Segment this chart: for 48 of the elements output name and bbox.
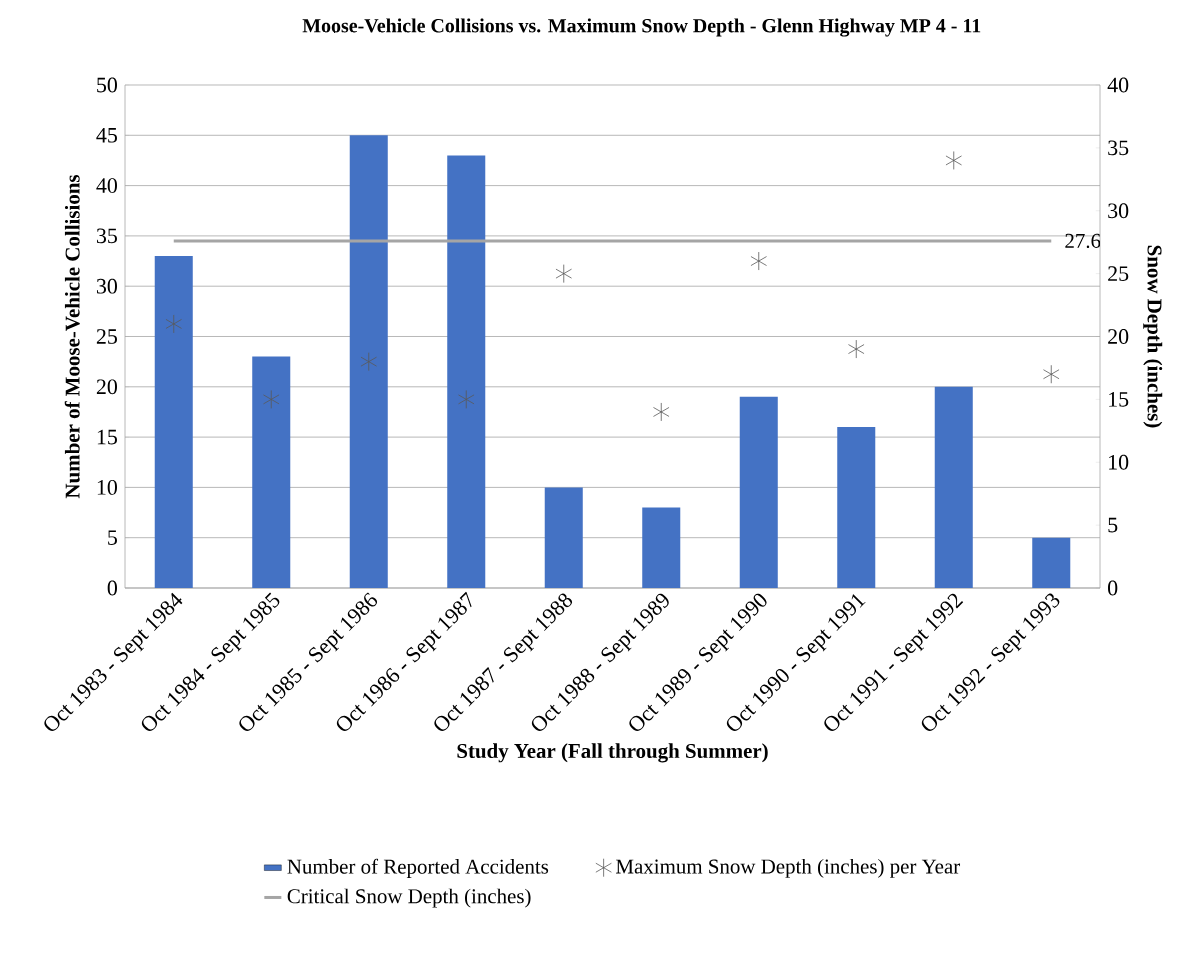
point xyxy=(360,352,377,372)
y2-axis-title: Snow Depth (inches) xyxy=(1143,245,1163,428)
point xyxy=(263,389,280,409)
y-tick-label: 50 xyxy=(97,77,117,93)
point xyxy=(848,339,865,359)
point xyxy=(458,389,475,409)
y2-tick-label: 5 xyxy=(1108,517,1118,533)
bar xyxy=(447,155,486,588)
y2-tick-label: 15 xyxy=(1109,392,1129,407)
legend-label: Maximum Snow Depth (inches) per Year xyxy=(616,858,961,878)
bar xyxy=(349,135,388,588)
bar xyxy=(252,356,291,588)
y-tick-label: 25 xyxy=(96,329,117,344)
point xyxy=(750,251,767,271)
data-label: 27.6 xyxy=(1065,233,1101,248)
y-tick-label: 15 xyxy=(97,429,117,445)
bar xyxy=(642,507,681,588)
legend-label: Critical Snow Depth (inches) xyxy=(287,888,531,908)
y2-tick-label: 35 xyxy=(1108,140,1129,156)
y-tick-label: 40 xyxy=(96,178,117,193)
bar xyxy=(837,427,876,588)
y-tick-label: 5 xyxy=(108,530,117,545)
y2-tick-label: 30 xyxy=(1108,203,1129,219)
legend-label: Number of Reported Accidents xyxy=(287,858,549,878)
x-axis-title: Study Year (Fall through Summer) xyxy=(457,743,768,763)
y2-tick-label: 40 xyxy=(1107,77,1129,93)
y-tick-label: 20 xyxy=(96,379,117,395)
point xyxy=(1043,364,1060,384)
y2-tick-label: 25 xyxy=(1108,266,1129,281)
y-tick-label: 45 xyxy=(96,127,117,143)
point xyxy=(555,264,572,284)
chart-title: Moose-Vehicle Collisions vs. Maximum Snow Depth - Glenn Highway MP 4 - 11 xyxy=(302,18,981,37)
bar xyxy=(1032,537,1071,588)
y2-tick-label: 0 xyxy=(1108,580,1118,596)
y-tick-label: 35 xyxy=(96,228,117,244)
y-tick-label: 10 xyxy=(97,480,117,495)
bar xyxy=(154,256,193,588)
bar xyxy=(934,386,973,588)
point xyxy=(945,151,962,170)
y-tick-label: 30 xyxy=(96,278,117,294)
y2-tick-label: 10 xyxy=(1109,454,1129,470)
point xyxy=(165,314,182,334)
bar xyxy=(544,487,583,588)
bar xyxy=(739,396,778,588)
point xyxy=(653,402,670,422)
y-tick-label: 0 xyxy=(107,580,117,596)
y-axis-title: Number of Moose-Vehicle Collisions xyxy=(64,174,80,499)
y2-tick-label: 20 xyxy=(1108,329,1129,344)
